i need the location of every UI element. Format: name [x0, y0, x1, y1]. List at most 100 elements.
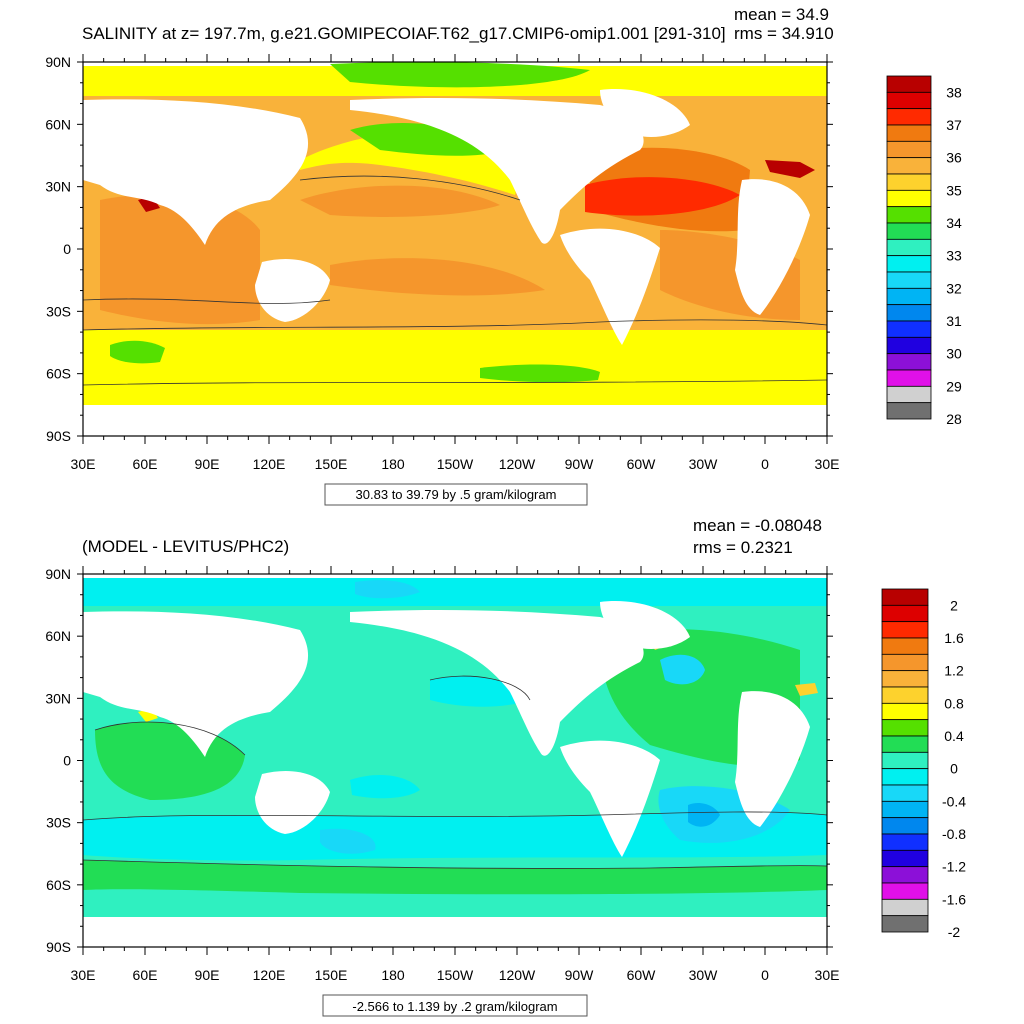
top-land-eurasia	[83, 99, 309, 245]
top-colorbar-label: 36	[946, 150, 962, 166]
top-caption: 30.83 to 39.79 by .5 gram/kilogram	[356, 487, 557, 502]
bottom-contour-2	[83, 859, 827, 869]
bottom-colorbar-label: -1.2	[942, 859, 966, 875]
bottom-mean: mean = -0.08048	[693, 516, 822, 535]
bottom-xtick-label: 30E	[815, 967, 840, 983]
top-xtick-label: 90W	[565, 456, 595, 472]
bottom-southern-green-band	[83, 860, 827, 895]
bottom-y-ticks: 90N 60N 30N 0 30S 60S 90S	[45, 566, 833, 955]
top-colorbar: 38 37 36 35 34 33 32 31 30 29 28	[886, 75, 962, 427]
top-map-field	[83, 62, 827, 436]
bottom-colorbar-label: 0	[950, 761, 958, 777]
top-colorbar-box	[886, 206, 932, 224]
bottom-colorbar-box	[881, 735, 929, 753]
top-so-green-1	[110, 340, 165, 364]
top-land-africa	[735, 179, 810, 315]
top-contours	[83, 175, 827, 386]
top-colorbar-box	[886, 320, 932, 338]
top-colorbar-label: 32	[946, 280, 962, 296]
bottom-caption: -2.566 to 1.139 by .2 gram/kilogram	[352, 999, 557, 1014]
bottom-xtick-label: 60E	[133, 967, 158, 983]
top-mediterranean	[765, 160, 815, 178]
top-title: SALINITY at z= 197.7m, g.e21.GOMIPECOIAF…	[82, 24, 726, 43]
bottom-colorbar-label: 1.6	[944, 630, 964, 646]
top-xtick-label: 180	[381, 456, 405, 472]
top-ytick-label: 60N	[45, 116, 71, 132]
top-colorbar-box	[886, 336, 932, 355]
top-ytick-label: 90S	[46, 428, 71, 444]
bottom-colorbar-box	[881, 784, 929, 802]
top-so-green-2	[480, 364, 600, 383]
top-land-greenland	[600, 89, 690, 137]
bottom-arctic-cyan	[83, 578, 827, 606]
top-contour-1	[83, 319, 827, 331]
top-colorbar-box	[886, 173, 932, 191]
top-colorbar-box	[886, 304, 932, 322]
top-colorbar-label: 33	[946, 248, 962, 264]
bottom-ytick-label: 60N	[45, 628, 71, 644]
bottom-colorbar-box	[881, 882, 929, 900]
top-colorbar-box	[886, 353, 932, 371]
bottom-arctic-blue	[355, 580, 420, 599]
bottom-colorbar-box	[881, 621, 929, 639]
top-land-australia	[255, 259, 330, 322]
bottom-colorbar-box	[881, 800, 929, 819]
top-xtick-label: 90E	[195, 456, 220, 472]
bottom-colorbar-box	[881, 768, 929, 786]
top-colorbar-box	[886, 238, 932, 257]
top-y-ticks: 90N 60N 30N 0 30S 60S 90S	[45, 54, 833, 444]
top-north-pacific-gyre	[300, 185, 500, 217]
top-ytick-label: 0	[63, 241, 71, 257]
bottom-xtick-label: 30W	[689, 967, 719, 983]
top-land-north-america	[350, 97, 644, 244]
top-colorbar-box	[886, 385, 932, 404]
bottom-land-north-america	[350, 609, 644, 756]
top-xtick-label: 60W	[627, 456, 657, 472]
top-xtick-label: 0	[761, 456, 769, 472]
top-ytick-label: 30N	[45, 179, 71, 195]
top-caption-box	[324, 483, 588, 506]
bottom-xtick-label: 150E	[315, 967, 348, 983]
bottom-xtick-label: 120E	[253, 967, 286, 983]
bottom-contour-3	[429, 675, 531, 701]
bottom-ytick-label: 60S	[46, 877, 71, 893]
bottom-ytick-label: 90N	[45, 566, 71, 582]
top-xtick-label: 30W	[689, 456, 719, 472]
top-xtick-label: 120W	[499, 456, 536, 472]
bottom-contour-4	[94, 721, 246, 756]
bottom-colorbar-box	[881, 866, 929, 884]
bottom-colorbar-label: -1.6	[942, 891, 966, 907]
top-rms: rms = 34.910	[734, 24, 834, 43]
bottom-south-atlantic-dark	[688, 803, 720, 827]
bottom-contour-1	[83, 811, 827, 821]
bottom-colorbar-label: 0.4	[944, 728, 964, 744]
top-colorbar-label: 31	[946, 313, 962, 329]
bottom-rms: rms = 0.2321	[693, 538, 793, 557]
top-colorbar-box	[886, 189, 932, 208]
top-colorbar-label: 28	[946, 411, 962, 427]
bottom-land-greenland	[600, 601, 690, 649]
bottom-colorbar-label: 1.2	[944, 663, 964, 679]
top-colorbar-label: 34	[946, 215, 962, 231]
top-contour-4	[83, 379, 827, 386]
bottom-caption-box	[322, 994, 588, 1017]
bottom-ytick-label: 90S	[46, 939, 71, 955]
bottom-map-field	[83, 574, 827, 947]
bottom-colorbar-box	[881, 751, 929, 770]
top-colorbar-box	[886, 287, 932, 306]
bottom-colorbar-box	[881, 719, 929, 737]
top-colorbar-box	[886, 108, 932, 126]
bottom-ytick-label: 30S	[46, 815, 71, 831]
bottom-colorbar-box	[881, 833, 929, 851]
top-arctic-green	[330, 62, 590, 88]
top-xtick-label: 60E	[133, 456, 158, 472]
bottom-pacific-patch-3	[320, 828, 376, 854]
top-colorbar-box	[886, 75, 932, 93]
top-land-antarctica	[83, 405, 827, 436]
bottom-xtick-label: 90E	[195, 967, 220, 983]
top-southern-ocean	[83, 330, 827, 410]
top-colorbar-box	[886, 157, 932, 175]
bottom-xtick-label: 120W	[499, 967, 536, 983]
bottom-land-africa	[735, 691, 810, 827]
bottom-colorbar: 2 1.6 1.2 0.8 0.4 0 -0.4 -0.8 -1.2 -1.6 -2	[881, 588, 966, 940]
